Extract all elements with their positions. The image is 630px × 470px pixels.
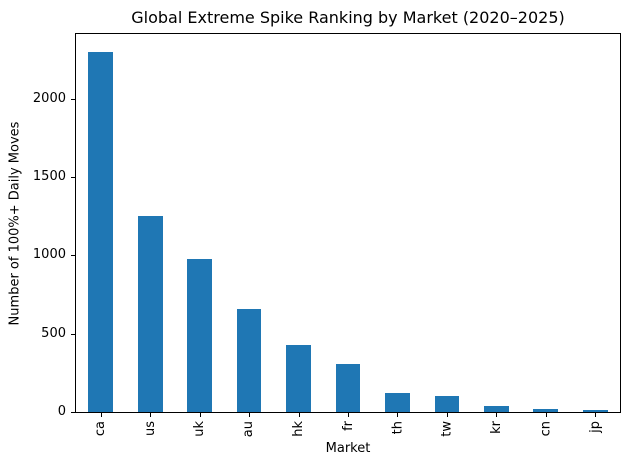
x-tick-tw: [446, 413, 448, 417]
x-tick-th: [397, 413, 399, 417]
x-tick-label-us: us: [142, 421, 158, 437]
y-tick-2000: [71, 98, 75, 100]
x-tick-hk: [298, 413, 300, 417]
x-tick-label-cn: cn: [538, 421, 554, 437]
bar-tw: [434, 396, 460, 412]
chart-title: Global Extreme Spike Ranking by Market (…: [131, 8, 565, 27]
x-tick-label-hk: hk: [291, 421, 307, 437]
x-tick-label-ca: ca: [93, 421, 109, 437]
x-tick-jp: [595, 413, 597, 417]
x-tick-label-au: au: [241, 421, 257, 438]
bar-ca: [88, 52, 114, 412]
x-tick-label-kr: kr: [488, 421, 504, 434]
bar-uk: [187, 258, 212, 412]
bar-us: [137, 216, 163, 412]
y-tick-1000: [71, 255, 75, 257]
y-tick-1500: [71, 177, 75, 179]
x-tick-au: [249, 413, 251, 417]
x-tick-ca: [100, 413, 102, 417]
x-axis-label: Market: [325, 441, 371, 456]
bars-container: [76, 34, 620, 412]
x-tick-label-jp: jp: [587, 421, 603, 433]
y-tick-label-1500: 1500: [32, 169, 66, 185]
x-tick-label-uk: uk: [192, 421, 208, 437]
x-tick-cn: [545, 413, 547, 417]
bar-kr: [484, 406, 509, 412]
y-tick-label-1000: 1000: [32, 247, 66, 263]
bar-au: [236, 309, 262, 412]
x-tick-uk: [199, 413, 201, 417]
bar-jp: [582, 409, 608, 412]
y-tick-500: [71, 333, 75, 335]
x-tick-label-th: th: [389, 421, 405, 435]
x-tick-label-fr: fr: [340, 421, 356, 431]
bar-fr: [335, 364, 361, 412]
y-axis-label-text: Number of 100%+ Daily Moves: [7, 121, 23, 325]
bar-hk: [286, 345, 311, 412]
x-tick-label-tw: tw: [439, 421, 455, 437]
x-tick-kr: [496, 413, 498, 417]
y-tick-0: [71, 412, 75, 413]
y-tick-label-0: 0: [57, 404, 66, 419]
x-tick-us: [150, 413, 152, 417]
y-tick-label-500: 500: [41, 325, 66, 341]
y-tick-label-2000: 2000: [32, 90, 66, 106]
bar-th: [385, 393, 410, 412]
plot-area: [75, 33, 621, 413]
bar-cn: [533, 408, 559, 412]
x-tick-fr: [348, 413, 349, 417]
